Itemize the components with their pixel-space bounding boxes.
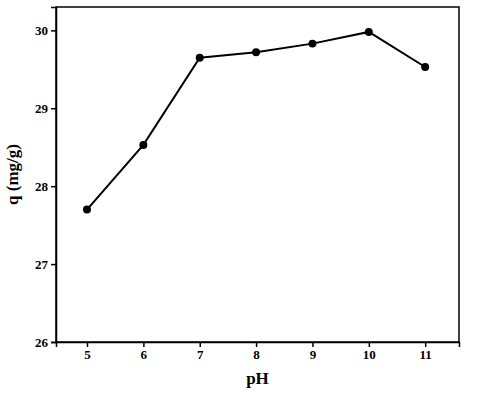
point (252, 48, 260, 56)
tick: 9 (310, 342, 317, 362)
tick: 5 (84, 342, 91, 362)
tick: 10 (363, 342, 376, 362)
tick-label: 6 (141, 347, 148, 362)
tick: 28 (35, 179, 56, 194)
tick-label: 8 (253, 347, 260, 362)
tick-mark (51, 186, 56, 188)
axis-line (51, 8, 57, 343)
tick-label: 28 (35, 179, 49, 194)
tick: 30 (35, 23, 56, 38)
tick-mark (51, 264, 56, 266)
tick-label: 10 (363, 347, 376, 362)
tick: 6 (141, 342, 148, 362)
tick: 7 (197, 342, 204, 362)
point (139, 141, 147, 149)
tick-label: 5 (84, 347, 91, 362)
point (196, 54, 204, 62)
tick-label: 7 (197, 347, 204, 362)
plot-frame (56, 7, 459, 342)
series (83, 28, 429, 214)
x-axis: 5 6 7 8 9 10 11 (57, 342, 460, 362)
tick-label: 11 (420, 347, 432, 362)
tick: 29 (35, 101, 56, 116)
tick: 11 (420, 342, 432, 362)
point (421, 63, 429, 71)
tick-label: 26 (35, 335, 49, 350)
tick-label: 30 (35, 23, 48, 38)
tick: 26 (35, 335, 56, 350)
chart: 5 6 7 8 9 10 11 26 27 28 29 30 pH q (mg/g) (0, 0, 490, 394)
y-axis: 26 27 28 29 30 (35, 8, 57, 350)
x-axis-title: pH (246, 369, 269, 388)
point (308, 40, 316, 48)
tick-label: 29 (35, 101, 49, 116)
point (83, 206, 91, 214)
tick-mark (51, 30, 56, 32)
plot: 5 6 7 8 9 10 11 26 27 28 29 30 (35, 7, 460, 362)
tick: 8 (253, 342, 260, 362)
tick: 27 (35, 257, 56, 272)
line (87, 32, 425, 210)
y-axis-title: q (mg/g) (3, 144, 22, 205)
tick-mark (51, 108, 56, 110)
tick-label: 9 (310, 347, 317, 362)
point (365, 28, 373, 36)
tick-mark (51, 342, 56, 344)
tick-label: 27 (35, 257, 49, 272)
